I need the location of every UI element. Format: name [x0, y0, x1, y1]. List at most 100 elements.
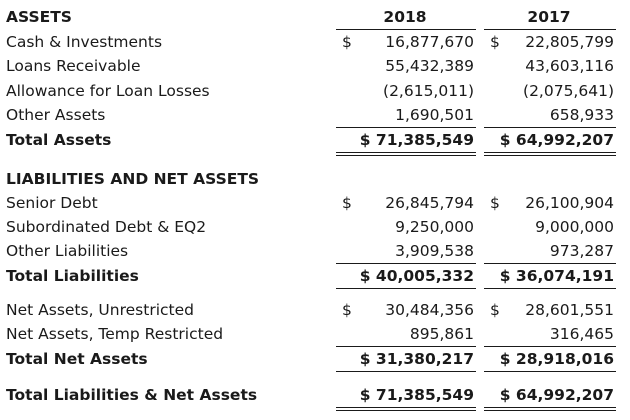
- other-liabilities-2017-value: 973,287: [549, 242, 614, 260]
- total-liabilities-2018-cell: $ 40,005,332: [336, 264, 474, 288]
- other-assets-2018-value: 1,690,501: [395, 106, 474, 124]
- liabilities-section-title: LIABILITIES AND NET ASSETS: [6, 170, 260, 188]
- senior-debt-2017-cell: $ 26,100,904: [484, 191, 614, 215]
- cash-2017-value: 22,805,799: [525, 33, 614, 51]
- total-net-assets-2017-value: $ 28,918,016: [499, 350, 614, 368]
- double-underline-2018: [336, 152, 476, 156]
- total-net-assets-2018-value: $ 31,380,217: [359, 350, 474, 368]
- total-underline-2017: [484, 371, 616, 372]
- net-assets-unrestricted-2017-cell: $ 28,601,551: [484, 298, 614, 322]
- allowance-2018-cell: (2,615,011): [336, 79, 474, 103]
- net-assets-temp-2017-cell: 316,465: [484, 322, 614, 346]
- other-liabilities-row: Other Liabilities 3,909,538 973,287: [0, 239, 630, 263]
- total-net-assets-2018-cell: $ 31,380,217: [336, 347, 474, 371]
- grand-total-2017-cell: $ 64,992,207: [484, 383, 614, 407]
- net-assets-temp-2018-value: 895,861: [409, 325, 474, 343]
- grand-total-2017-value: $ 64,992,207: [499, 386, 614, 404]
- allowance-row: Allowance for Loan Losses (2,615,011) (2…: [0, 79, 630, 103]
- senior-debt-2018-cell: $ 26,845,794: [336, 191, 474, 215]
- total-underline-2017: [484, 288, 616, 289]
- grand-total-row: Total Liabilities & Net Assets $ 71,385,…: [0, 383, 630, 407]
- net-assets-temp-2018-cell: 895,861: [336, 322, 474, 346]
- total-assets-row: Total Assets $ 71,385,549 $ 64,992,207: [0, 128, 630, 152]
- senior-debt-label: Senior Debt: [6, 194, 98, 212]
- total-liabilities-2018-value: $ 40,005,332: [359, 267, 474, 285]
- subordinated-debt-label: Subordinated Debt & EQ2: [6, 218, 207, 236]
- other-liabilities-2018-value: 3,909,538: [395, 242, 474, 260]
- other-assets-row: Other Assets 1,690,501 658,933: [0, 103, 630, 127]
- double-underline-2017: [484, 407, 616, 411]
- other-assets-2017-cell: 658,933: [484, 103, 614, 127]
- allowance-2017-cell: (2,075,641): [484, 79, 614, 103]
- grand-total-2018-cell: $ 71,385,549: [336, 383, 474, 407]
- total-assets-2017-value: $ 64,992,207: [499, 131, 614, 149]
- loans-row: Loans Receivable 55,432,389 43,603,116: [0, 54, 630, 78]
- senior-debt-2018-value: 26,845,794: [385, 194, 474, 212]
- subtotal-line-2018: [336, 346, 476, 347]
- total-assets-2017-cell: $ 64,992,207: [484, 128, 614, 152]
- total-liabilities-2017-value: $ 36,074,191: [499, 267, 614, 285]
- net-assets-unrestricted-2018-cell: $ 30,484,356: [336, 298, 474, 322]
- other-liabilities-label: Other Liabilities: [6, 242, 129, 260]
- grand-total-2018-value: $ 71,385,549: [359, 386, 474, 404]
- loans-2018-value: 55,432,389: [385, 57, 474, 75]
- total-assets-2018-cell: $ 71,385,549: [336, 128, 474, 152]
- cash-label: Cash & Investments: [6, 33, 163, 51]
- loans-2017-cell: 43,603,116: [484, 54, 614, 78]
- loans-2017-value: 43,603,116: [525, 57, 614, 75]
- currency-symbol: $: [342, 33, 352, 51]
- net-assets-temp-label: Net Assets, Temp Restricted: [6, 325, 224, 343]
- other-assets-2018-cell: 1,690,501: [336, 103, 474, 127]
- other-liabilities-2017-cell: 973,287: [484, 239, 614, 263]
- header-underline-2018: [336, 29, 476, 30]
- net-assets-temp-row: Net Assets, Temp Restricted 895,861 316,…: [0, 322, 630, 346]
- total-net-assets-label: Total Net Assets: [6, 350, 148, 368]
- cash-2018-cell: $ 16,877,670: [336, 30, 474, 54]
- subtotal-line-2017: [484, 346, 616, 347]
- subordinated-debt-2018-cell: 9,250,000: [336, 215, 474, 239]
- loans-2018-cell: 55,432,389: [336, 54, 474, 78]
- cash-2017-cell: $ 22,805,799: [484, 30, 614, 54]
- net-assets-unrestricted-row: Net Assets, Unrestricted $ 30,484,356 $ …: [0, 298, 630, 322]
- currency-symbol: $: [342, 194, 352, 212]
- grand-total-label: Total Liabilities & Net Assets: [6, 386, 258, 404]
- allowance-2017-value: (2,075,641): [523, 82, 614, 100]
- total-net-assets-2017-cell: $ 28,918,016: [484, 347, 614, 371]
- loans-label: Loans Receivable: [6, 57, 141, 75]
- senior-debt-row: Senior Debt $ 26,845,794 $ 26,100,904: [0, 191, 630, 215]
- other-assets-label: Other Assets: [6, 106, 106, 124]
- year-2017-header: 2017: [527, 8, 571, 26]
- year-2018-header: 2018: [383, 8, 427, 26]
- net-assets-temp-2017-value: 316,465: [549, 325, 614, 343]
- double-underline-2017: [484, 152, 616, 156]
- total-assets-2018-value: $ 71,385,549: [359, 131, 474, 149]
- senior-debt-2017-value: 26,100,904: [525, 194, 614, 212]
- subordinated-debt-2017-value: 9,000,000: [535, 218, 614, 236]
- currency-symbol: $: [490, 33, 500, 51]
- total-liabilities-row: Total Liabilities $ 40,005,332 $ 36,074,…: [0, 264, 630, 288]
- currency-symbol: $: [490, 301, 500, 319]
- header-underline-2017: [484, 29, 616, 30]
- total-net-assets-row: Total Net Assets $ 31,380,217 $ 28,918,0…: [0, 347, 630, 371]
- other-assets-2017-value: 658,933: [549, 106, 614, 124]
- net-assets-unrestricted-2018-value: 30,484,356: [385, 301, 474, 319]
- total-liabilities-2017-cell: $ 36,074,191: [484, 264, 614, 288]
- cash-row: Cash & Investments $ 16,877,670 $ 22,805…: [0, 30, 630, 54]
- liabilities-header-row: LIABILITIES AND NET ASSETS: [0, 167, 630, 191]
- currency-symbol: $: [342, 301, 352, 319]
- allowance-label: Allowance for Loan Losses: [6, 82, 210, 100]
- subtotal-line-2017: [484, 263, 616, 264]
- allowance-2018-value: (2,615,011): [383, 82, 474, 100]
- assets-header-row: ASSETS 2018 2017: [0, 5, 630, 29]
- subordinated-debt-2017-cell: 9,000,000: [484, 215, 614, 239]
- assets-section-title: ASSETS: [6, 8, 72, 26]
- subtotal-line-2018: [336, 263, 476, 264]
- subtotal-line-2018: [336, 127, 476, 128]
- subordinated-debt-2018-value: 9,250,000: [395, 218, 474, 236]
- net-assets-unrestricted-2017-value: 28,601,551: [525, 301, 614, 319]
- total-underline-2018: [336, 371, 476, 372]
- subtotal-line-2017: [484, 127, 616, 128]
- total-assets-label: Total Assets: [6, 131, 112, 149]
- net-assets-unrestricted-label: Net Assets, Unrestricted: [6, 301, 194, 319]
